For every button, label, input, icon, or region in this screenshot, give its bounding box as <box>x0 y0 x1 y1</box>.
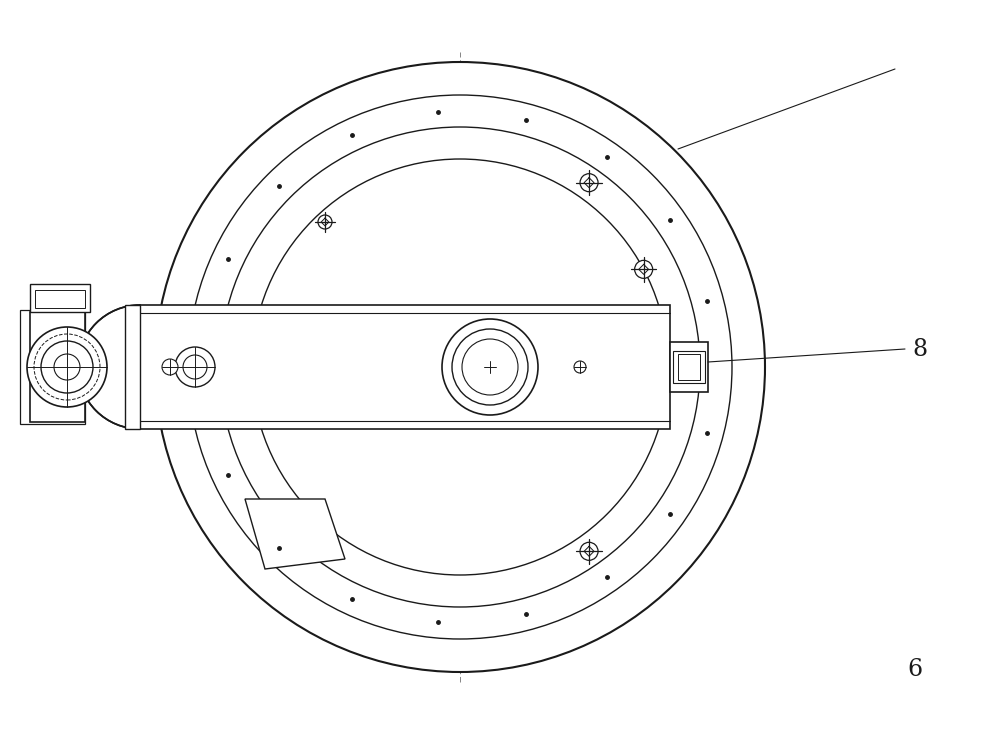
Circle shape <box>574 361 586 373</box>
Wedge shape <box>78 305 140 429</box>
Bar <box>34 290 84 308</box>
Circle shape <box>54 354 80 380</box>
Circle shape <box>580 174 598 192</box>
Bar <box>140 305 670 429</box>
Bar <box>125 305 140 429</box>
Circle shape <box>27 327 107 407</box>
Circle shape <box>183 355 207 379</box>
Bar <box>678 354 700 380</box>
Circle shape <box>162 359 178 375</box>
Bar <box>670 342 708 392</box>
Bar <box>20 310 84 424</box>
Circle shape <box>452 329 528 405</box>
Circle shape <box>188 95 732 639</box>
Circle shape <box>318 215 332 229</box>
Circle shape <box>442 319 538 415</box>
Circle shape <box>41 341 93 393</box>
Circle shape <box>220 127 700 607</box>
Text: 8: 8 <box>912 338 928 360</box>
Circle shape <box>635 261 653 278</box>
Text: 6: 6 <box>907 658 923 680</box>
Circle shape <box>580 542 598 560</box>
Circle shape <box>175 347 215 387</box>
Bar <box>30 312 84 422</box>
Circle shape <box>462 339 518 395</box>
Bar <box>673 351 705 383</box>
Circle shape <box>155 62 765 672</box>
Polygon shape <box>245 499 345 569</box>
Circle shape <box>252 159 668 575</box>
Bar <box>30 284 90 312</box>
